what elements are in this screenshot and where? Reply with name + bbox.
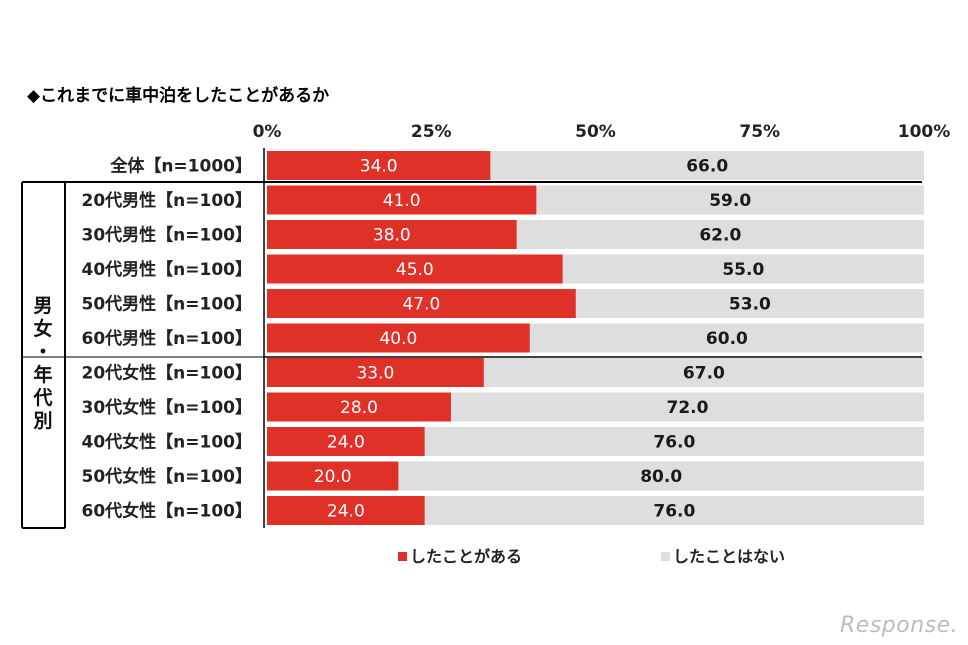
category-label: 30代男性【n=100】 bbox=[82, 225, 253, 246]
label-experienced: 33.0 bbox=[356, 364, 394, 384]
x-tick-label: 50% bbox=[575, 122, 616, 142]
category-label: 全体【n=1000】 bbox=[109, 156, 252, 177]
bar-never bbox=[483, 358, 924, 387]
bar-experienced bbox=[267, 427, 425, 456]
legend-label: したことがある bbox=[410, 547, 522, 566]
bar-experienced bbox=[267, 254, 563, 284]
group-label-char: 年 bbox=[33, 363, 52, 386]
bar-never bbox=[398, 461, 924, 491]
chart-title: ◆これまでに車中泊をしたことがあるか bbox=[27, 85, 329, 106]
label-experienced: 40.0 bbox=[379, 329, 417, 349]
label-experienced: 45.0 bbox=[396, 260, 434, 280]
label-never: 72.0 bbox=[667, 398, 709, 418]
group-label-char: 男 bbox=[33, 295, 52, 317]
label-experienced: 24.0 bbox=[327, 502, 365, 522]
bar-experienced bbox=[267, 220, 517, 249]
label-experienced: 41.0 bbox=[383, 191, 421, 211]
category-label: 50代女性【n=100】 bbox=[82, 466, 253, 487]
label-experienced: 34.0 bbox=[360, 157, 398, 177]
x-tick-label: 0% bbox=[253, 122, 282, 142]
x-tick-label: 25% bbox=[411, 122, 452, 142]
category-label: 40代女性【n=100】 bbox=[82, 432, 253, 453]
bar-never bbox=[536, 185, 924, 215]
category-label: 20代女性【n=100】 bbox=[82, 363, 253, 384]
group-bracket bbox=[21, 148, 922, 529]
bar-experienced bbox=[267, 185, 537, 215]
x-tick-label: 75% bbox=[739, 122, 780, 142]
category-label: 40代男性【n=100】 bbox=[82, 259, 253, 280]
category-labels: 全体【n=1000】 20代男性【n=100】 30代男性【n=100】 40代男性【… bbox=[82, 156, 253, 522]
bar-never bbox=[424, 496, 924, 525]
label-never: 80.0 bbox=[640, 467, 682, 487]
bar-experienced bbox=[267, 151, 491, 180]
bar-experienced bbox=[267, 323, 530, 353]
label-never: 59.0 bbox=[709, 191, 751, 211]
label-experienced: 38.0 bbox=[373, 226, 411, 246]
bar-experienced bbox=[267, 496, 425, 525]
bar-never bbox=[575, 289, 924, 318]
label-never: 66.0 bbox=[686, 157, 728, 177]
x-axis-ticks: 0% 25% 50% 75% 100% bbox=[253, 122, 951, 142]
bars bbox=[267, 151, 924, 525]
category-label: 30代女性【n=100】 bbox=[82, 397, 253, 418]
legend-label: したことはない bbox=[673, 547, 785, 566]
bar-never bbox=[490, 151, 924, 180]
label-never: 55.0 bbox=[722, 260, 764, 280]
bar-never bbox=[516, 220, 924, 249]
bar-never bbox=[562, 254, 924, 284]
label-experienced: 47.0 bbox=[402, 295, 440, 315]
group-label-char: 女 bbox=[33, 317, 52, 340]
bar-experienced bbox=[267, 461, 399, 491]
x-tick-label: 100% bbox=[898, 122, 951, 142]
label-never: 67.0 bbox=[683, 364, 725, 384]
category-label: 20代男性【n=100】 bbox=[82, 190, 253, 211]
bar-never bbox=[529, 323, 924, 353]
group-label-char: 代 bbox=[32, 387, 52, 409]
category-label: 60代男性【n=100】 bbox=[82, 328, 253, 349]
label-never: 76.0 bbox=[653, 433, 695, 453]
group-label: 男女・年代別 bbox=[32, 295, 52, 432]
legend-swatch bbox=[398, 552, 407, 561]
data-labels: 34.0 66.0 41.0 59.0 38.0 62.0 45.0 55.0 47.0 53.0… bbox=[314, 157, 771, 522]
label-experienced: 28.0 bbox=[340, 398, 378, 418]
label-experienced: 24.0 bbox=[327, 433, 365, 453]
legend-swatch bbox=[661, 552, 670, 561]
label-experienced: 20.0 bbox=[314, 467, 352, 487]
label-never: 53.0 bbox=[729, 295, 771, 315]
bar-never bbox=[424, 427, 924, 456]
group-label-char: ・ bbox=[33, 341, 52, 363]
watermark: Response. bbox=[840, 613, 958, 638]
bar-never bbox=[450, 392, 924, 422]
category-label: 50代男性【n=100】 bbox=[82, 294, 253, 315]
legend: したことがある したことはない bbox=[398, 547, 785, 566]
bar-experienced bbox=[267, 392, 451, 422]
bar-experienced bbox=[267, 358, 484, 387]
bar-experienced bbox=[267, 289, 576, 318]
label-never: 76.0 bbox=[653, 502, 695, 522]
group-label-char: 別 bbox=[33, 410, 52, 432]
label-never: 62.0 bbox=[699, 226, 741, 246]
category-label: 60代女性【n=100】 bbox=[82, 501, 253, 522]
label-never: 60.0 bbox=[706, 329, 748, 349]
